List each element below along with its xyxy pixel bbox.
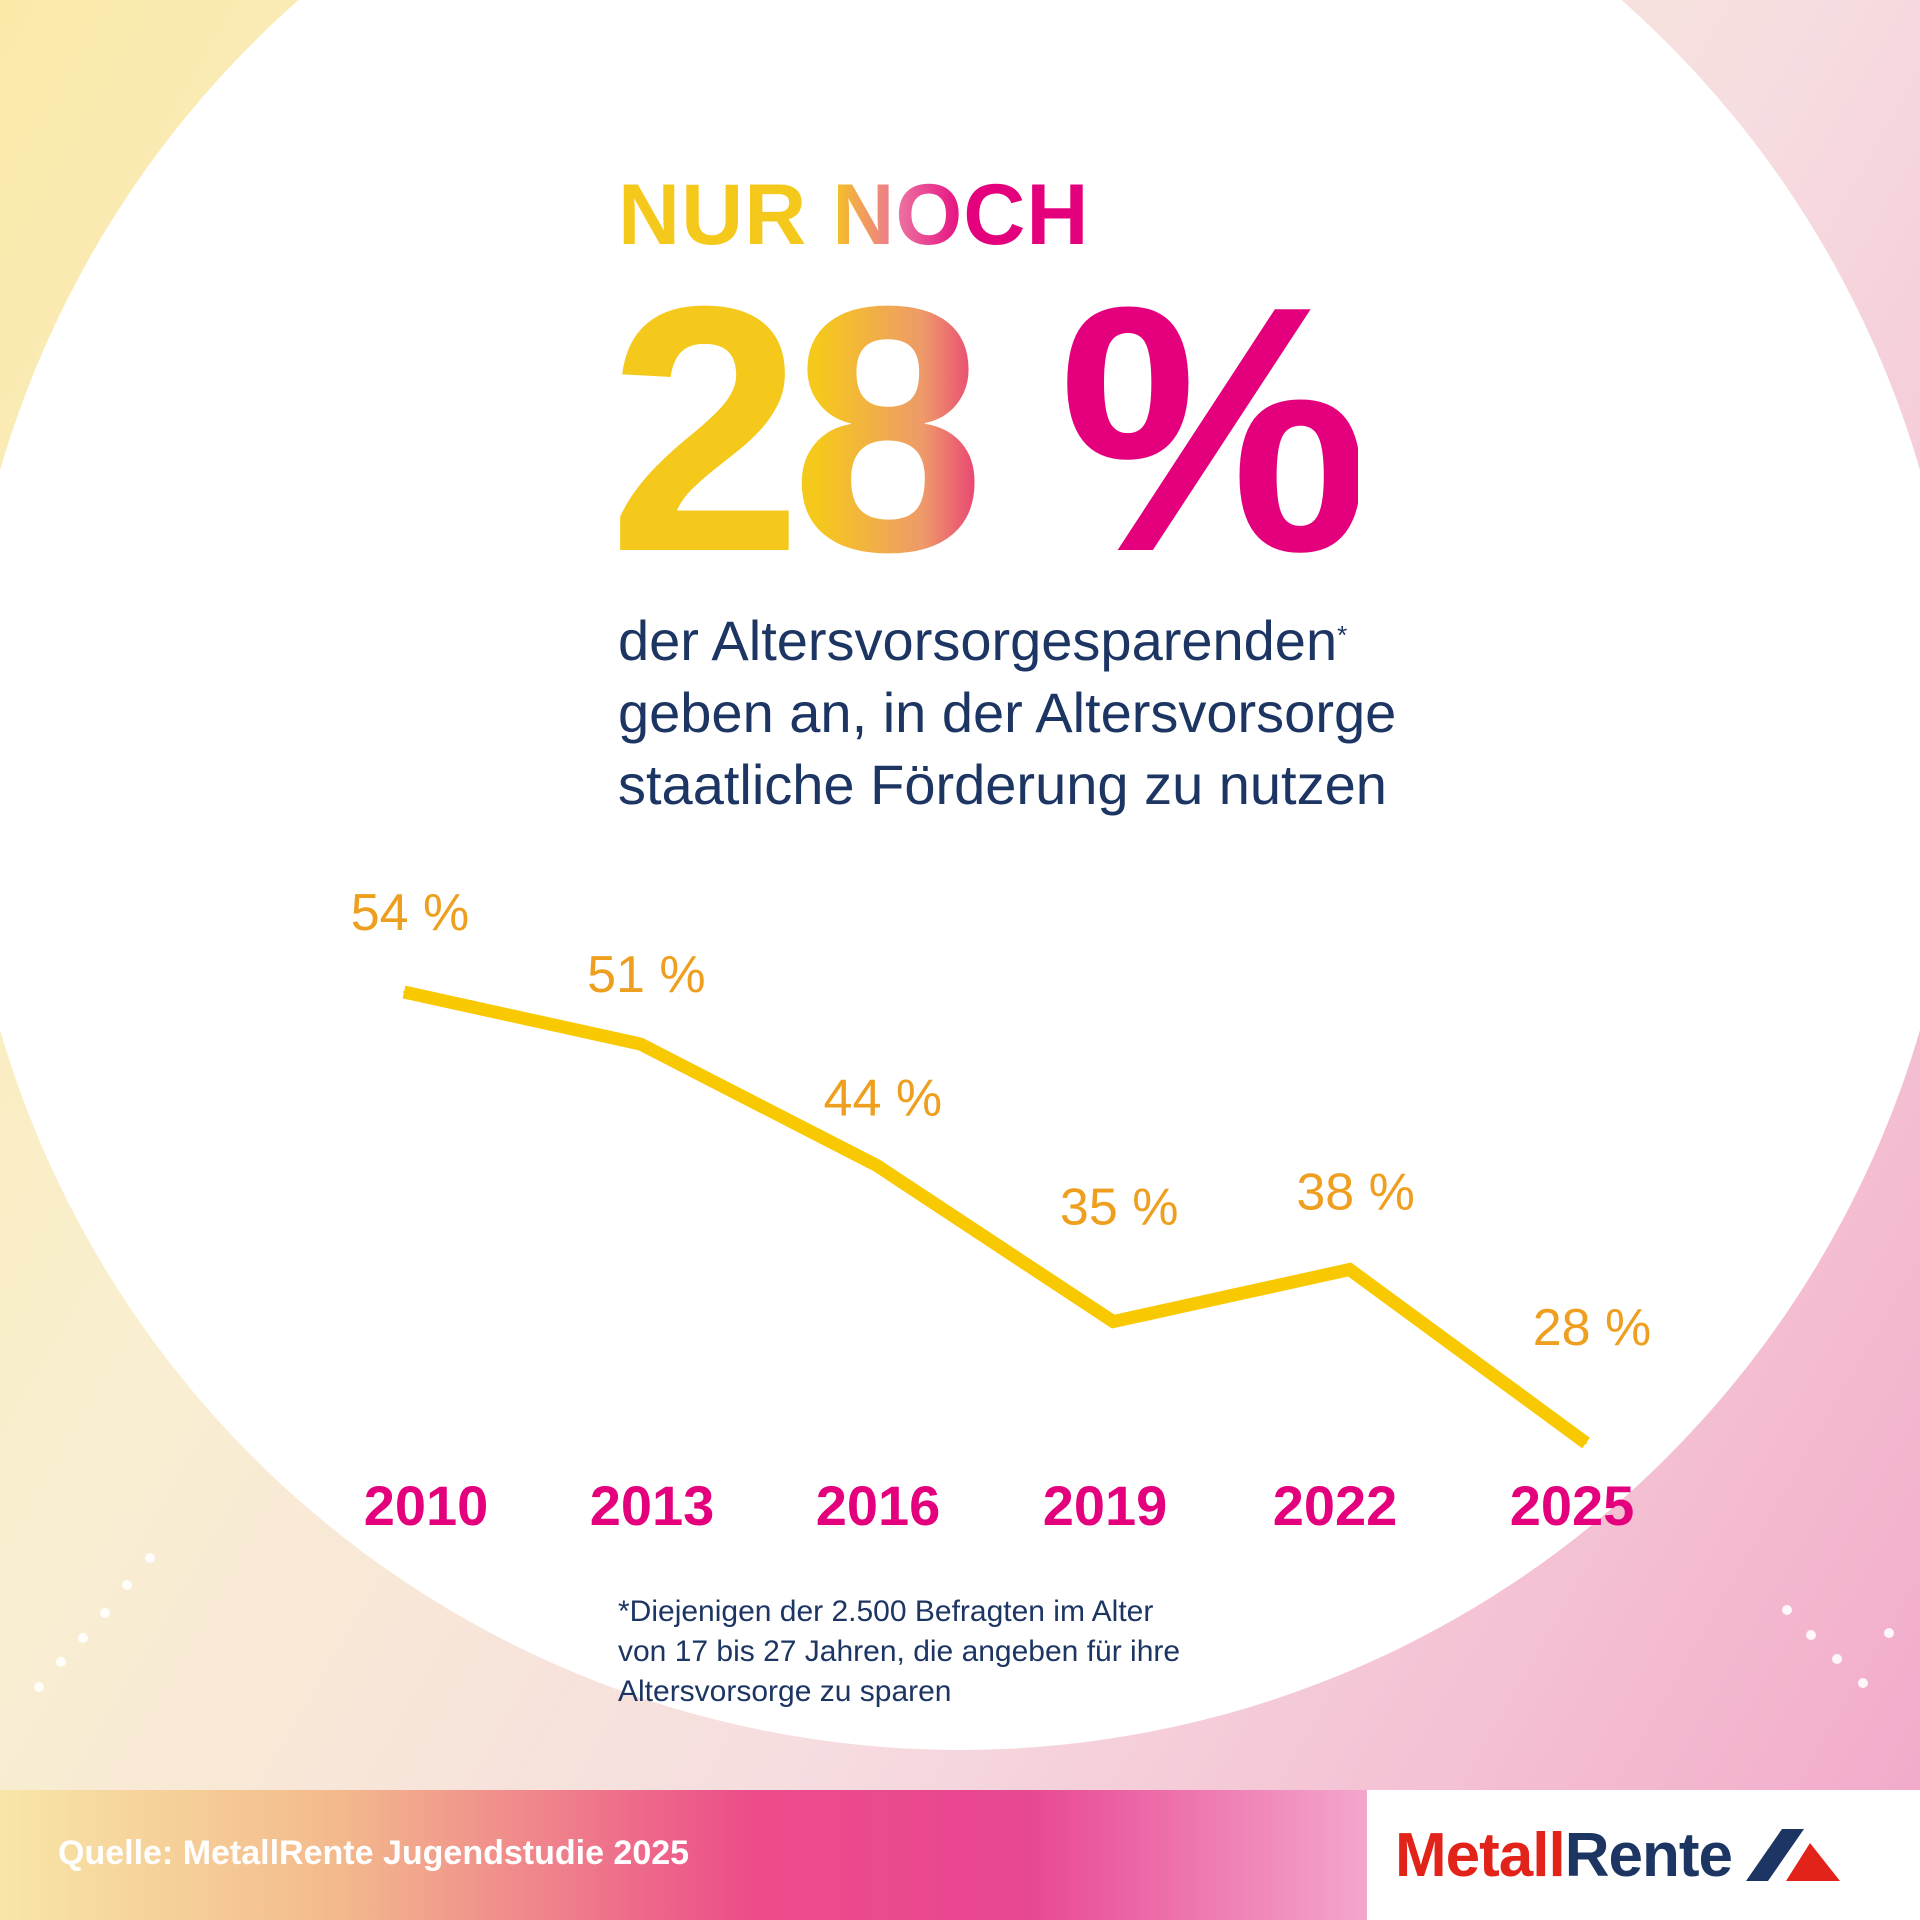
data-point-2025 [1585, 1442, 1587, 1444]
source-credit: Quelle: MetallRente Jugendstudie 2025 [58, 1834, 690, 1872]
data-point-2013 [639, 1043, 642, 1046]
logo-text-metall: Metall [1395, 1820, 1566, 1890]
subtitle-line-2: geben an, in der Altersvorsorge [618, 681, 1397, 744]
data-label-2010: 54 % [351, 884, 470, 942]
data-label-2022: 38 % [1296, 1164, 1415, 1222]
footer-gradient-band [0, 1790, 1367, 1920]
headline-big: 28 % [608, 234, 1370, 625]
category-label-2013: 2013 [590, 1474, 715, 1537]
logo-text-rente: Rente [1564, 1820, 1733, 1890]
chart-line-layer [402, 985, 1590, 1449]
data-point-2019 [1112, 1320, 1115, 1323]
data-point-2010 [403, 991, 405, 993]
data-label-2016: 44 % [824, 1069, 943, 1127]
subtitle: der Altersvorsorgesparenden* geben an, i… [618, 605, 1618, 821]
headline-small: NUR NOCH [618, 167, 1090, 263]
category-label-2022: 2022 [1273, 1474, 1398, 1537]
data-label-2025: 28 % [1533, 1299, 1652, 1357]
footnote: *Diejenigen der 2.500 Befragten im Alter… [618, 1592, 1378, 1712]
category-label-2016: 2016 [816, 1474, 941, 1537]
footnote-line-3: Altersvorsorge zu sparen [618, 1675, 952, 1708]
series-line [402, 985, 1590, 1449]
subtitle-line-1: der Altersvorsorgesparenden [618, 609, 1338, 672]
subtitle-asterisk: * [1337, 620, 1348, 650]
category-label-2019: 2019 [1043, 1474, 1168, 1537]
background-circle [0, 0, 1920, 1750]
data-label-2019: 35 % [1060, 1179, 1179, 1237]
category-label-2010: 2010 [364, 1474, 489, 1537]
data-label-2013: 51 % [587, 946, 706, 1004]
footnote-line-2: von 17 bis 27 Jahren, die angeben für ih… [618, 1635, 1181, 1668]
data-point-2016 [875, 1164, 878, 1167]
footer-logo-box [1367, 1790, 1920, 1920]
category-label-2025: 2025 [1510, 1474, 1635, 1537]
subtitle-line-3: staatliche Förderung zu nutzen [618, 753, 1387, 816]
data-point-2022 [1348, 1268, 1351, 1271]
chart-categories-layer: 2010 2013 2016 2019 2022 2025 [364, 1474, 1635, 1537]
footer: Quelle: MetallRente Jugendstudie 2025 Me… [0, 1790, 1920, 1920]
footnote-line-1: *Diejenigen der 2.500 Befragten im Alter [618, 1595, 1154, 1628]
metallrente-logo: Metall Rente [1395, 1820, 1842, 1890]
logo-triangle-icon [1745, 1829, 1840, 1881]
chart-labels-layer: 54 % 51 % 44 % 35 % 38 % 28 % [351, 884, 1652, 1357]
